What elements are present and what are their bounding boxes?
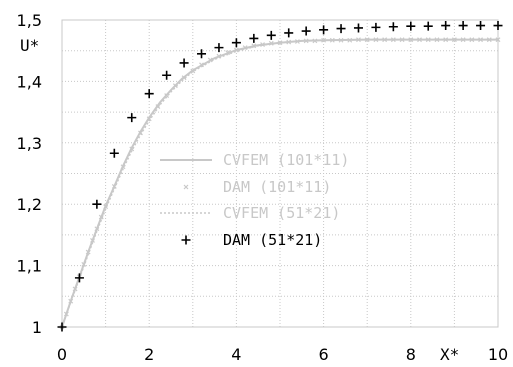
- legend-label: CVFEM (101*11): [223, 151, 349, 169]
- series-point: [373, 37, 379, 43]
- series-point: [321, 37, 327, 43]
- y-tick-label: 1,4: [17, 72, 42, 91]
- y-tick-label: 1,2: [17, 195, 42, 214]
- series-point: [284, 28, 294, 38]
- grid: [62, 20, 498, 327]
- x-tick-label: 8: [406, 345, 416, 364]
- y-tick-label: 1,5: [17, 11, 42, 30]
- series-point: [164, 93, 170, 98]
- series-point: [441, 21, 451, 31]
- x-tick-label: 4: [231, 345, 241, 364]
- series-point: [301, 26, 311, 36]
- series-point: [476, 21, 486, 31]
- plot-frame: [61, 19, 499, 328]
- series-point: [493, 21, 503, 31]
- series-point: [469, 37, 475, 43]
- series-point: [138, 130, 143, 136]
- series-point: [364, 37, 370, 43]
- x-axis-title: X*: [440, 345, 459, 364]
- series-point: [382, 37, 388, 43]
- series-point: [57, 322, 67, 332]
- series-point: [197, 49, 207, 59]
- series-point: [266, 30, 276, 40]
- series-point: [277, 40, 283, 46]
- series-point: [74, 273, 84, 283]
- legend-label: DAM (101*11): [223, 178, 331, 196]
- legend-label: CVFEM (51*21): [223, 204, 340, 222]
- series-point: [109, 148, 119, 158]
- x-tick-label: 10: [488, 345, 508, 364]
- series-point: [336, 24, 346, 34]
- series-point: [388, 22, 398, 32]
- legend-label: DAM (51*21): [223, 231, 322, 249]
- series-point: [417, 37, 422, 43]
- series-point: [408, 37, 414, 43]
- x-tick-label: 6: [319, 345, 329, 364]
- y-tick-label: 1: [32, 318, 42, 337]
- series-line: [61, 38, 498, 328]
- x-tick-label: 2: [144, 345, 154, 364]
- series-point: [98, 214, 104, 220]
- series-point: [458, 21, 468, 31]
- tick-labels: 0 2 4 6 8 10 1 1,1 1,2 1,3 1,4 1,5: [17, 11, 509, 364]
- x-tick-label: 0: [57, 345, 67, 364]
- series-point: [146, 116, 152, 122]
- series-point: [225, 50, 231, 55]
- y-tick-label: 1,1: [17, 257, 42, 276]
- series-point: [371, 22, 381, 32]
- series-point: [406, 21, 416, 31]
- series-point: [127, 113, 137, 123]
- series-point: [181, 75, 187, 81]
- series-point: [425, 37, 431, 43]
- series-point: [460, 37, 466, 43]
- series-point: [423, 21, 433, 31]
- series-point: [207, 57, 213, 63]
- series-point: [92, 199, 102, 209]
- series-point: [286, 39, 292, 45]
- legend-marker: [183, 184, 189, 190]
- series-point: [214, 43, 224, 53]
- series-point: [231, 38, 241, 48]
- series-point: [111, 183, 117, 189]
- legend-marker: [181, 235, 191, 245]
- series-point: [319, 25, 329, 35]
- y-axis-title: U*: [20, 36, 39, 55]
- series-point: [478, 37, 483, 43]
- series-point: [329, 37, 335, 43]
- series-point: [162, 70, 172, 80]
- series-point: [353, 23, 363, 33]
- y-tick-label: 1,3: [17, 134, 42, 153]
- series-point: [312, 38, 318, 44]
- series-point: [249, 33, 259, 43]
- series-layer: [57, 21, 503, 332]
- legend: CVFEM (101*11) DAM (101*11) CVFEM (51*21) D…: [160, 151, 349, 249]
- series-point: [179, 58, 189, 68]
- series-point: [144, 89, 154, 99]
